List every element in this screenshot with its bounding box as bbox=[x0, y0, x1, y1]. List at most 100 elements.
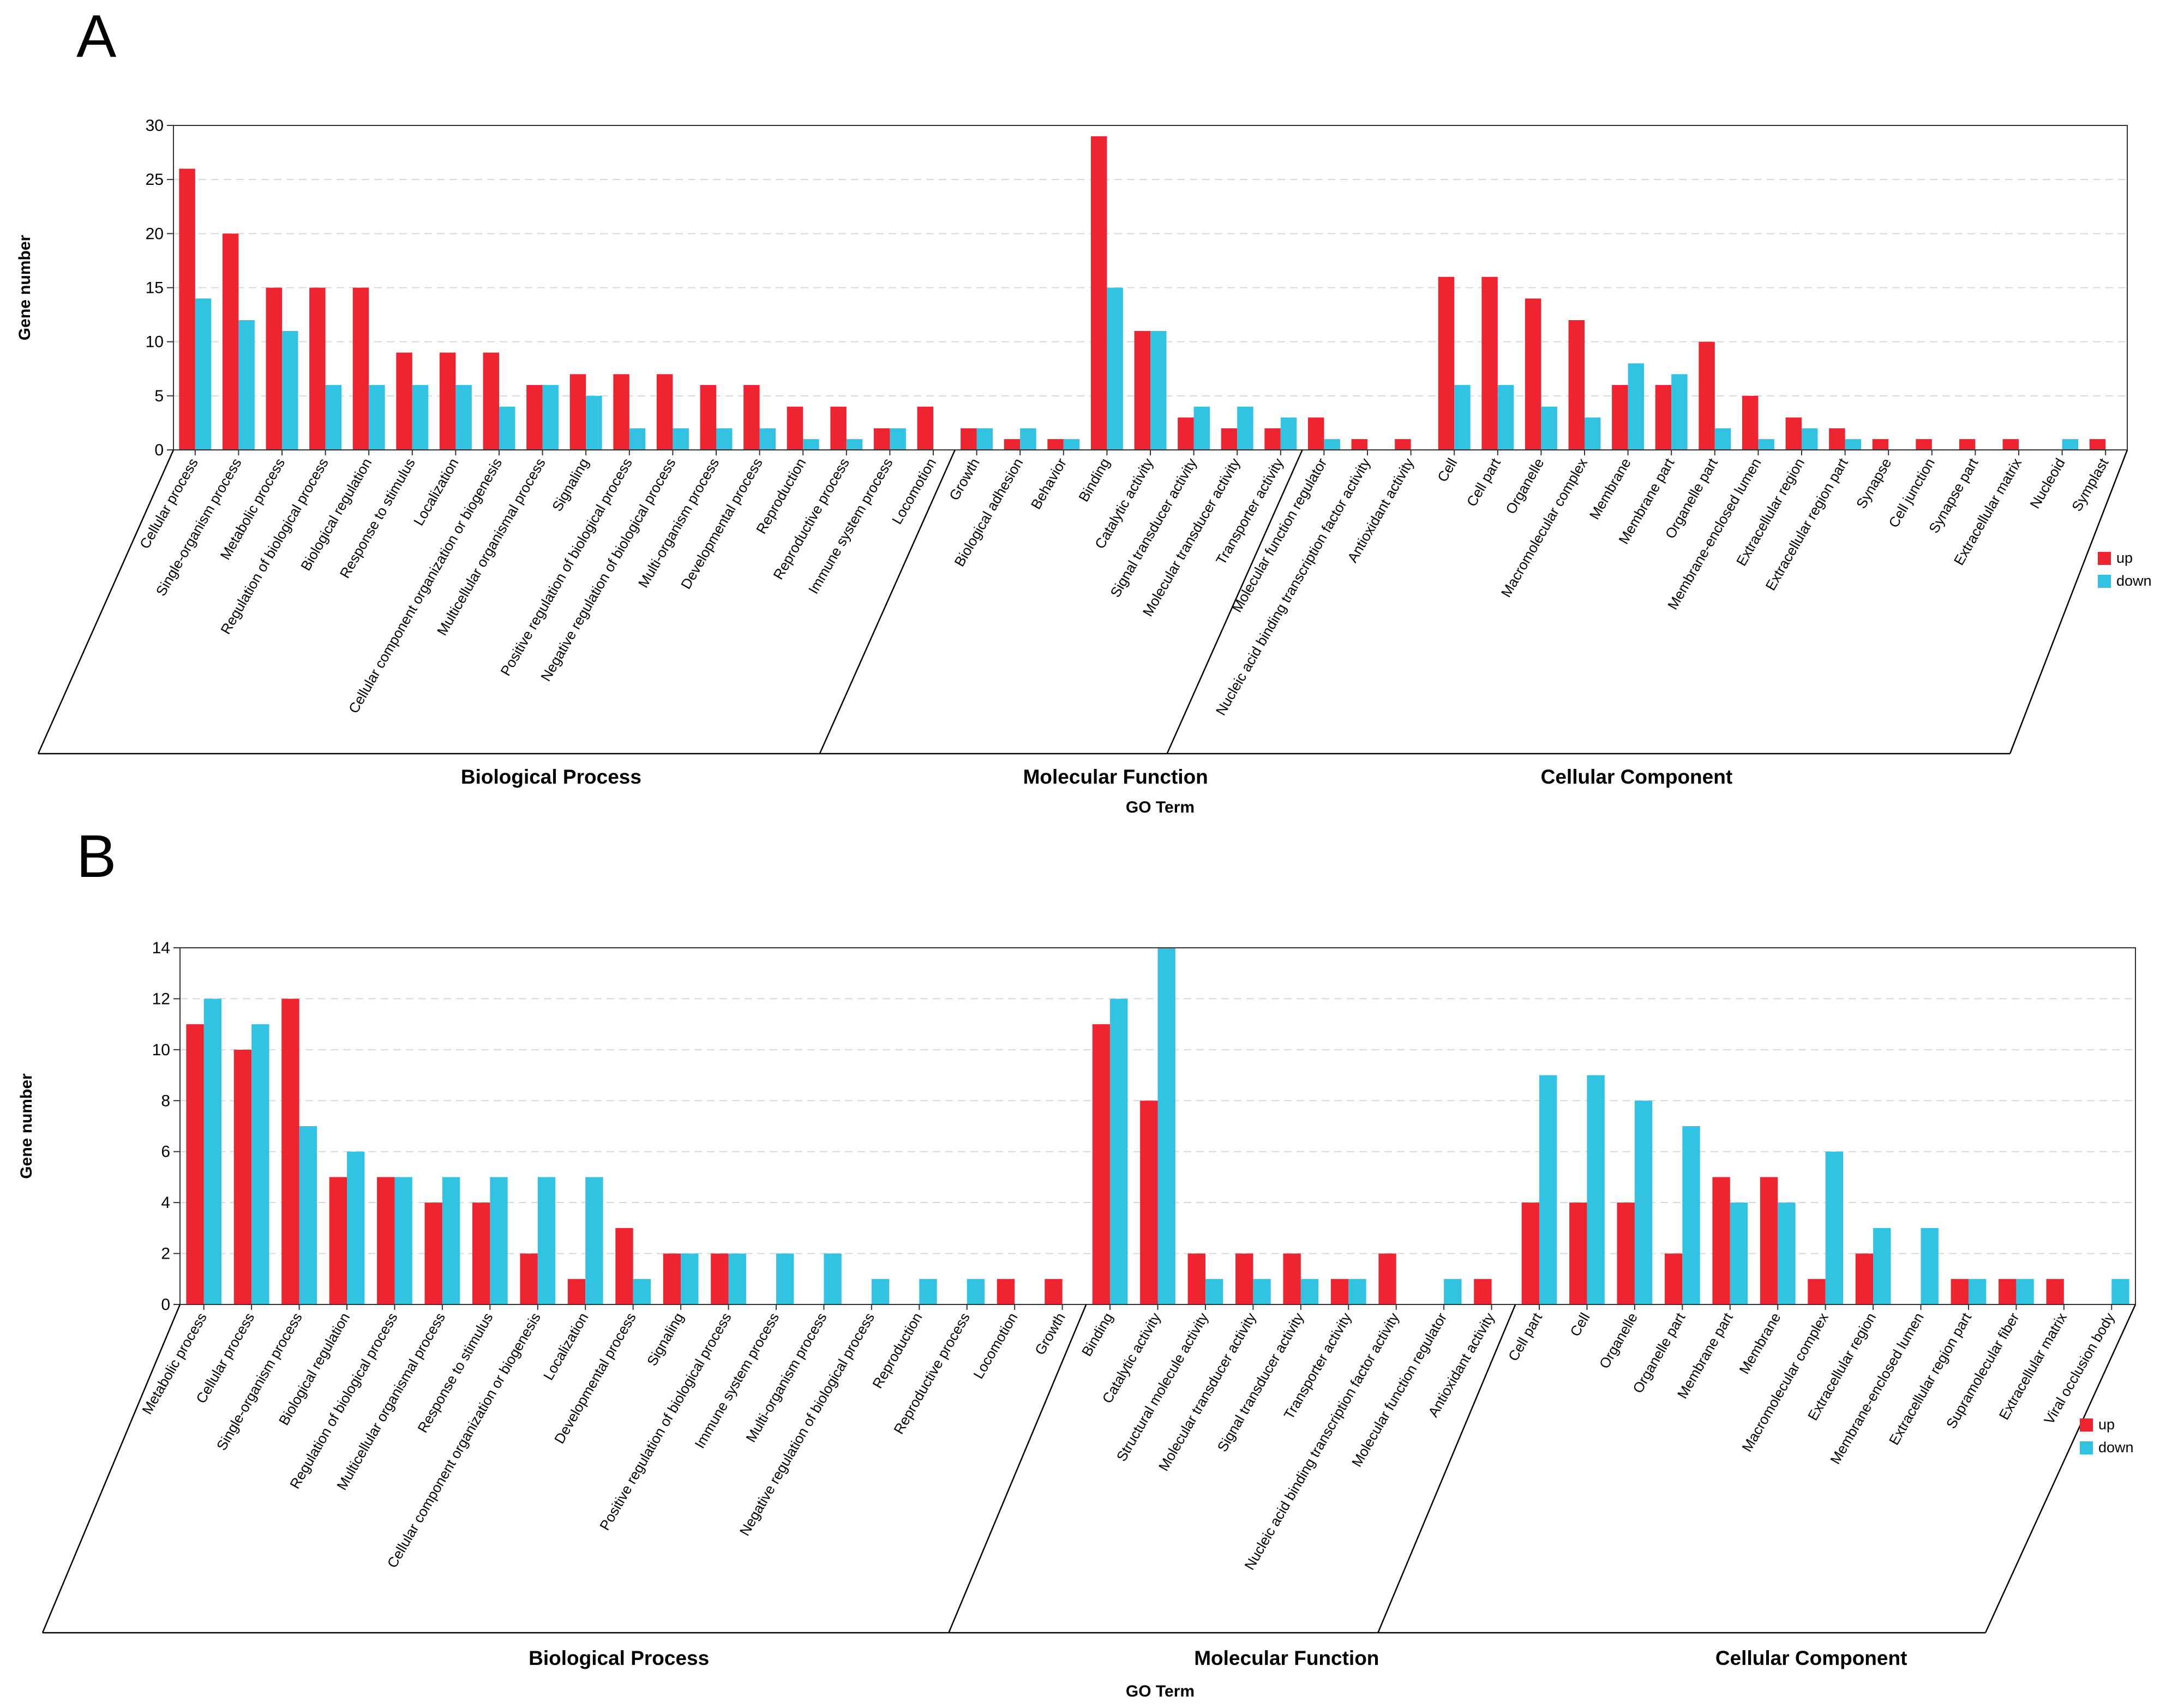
bar-up bbox=[1047, 439, 1064, 450]
bar-up bbox=[439, 352, 456, 450]
bar-down bbox=[1873, 1228, 1891, 1304]
bar-down bbox=[1634, 1100, 1653, 1304]
bar-down bbox=[251, 1024, 269, 1304]
bar-up bbox=[1283, 1253, 1301, 1304]
x-tick-label: Multi-organism process bbox=[742, 1310, 830, 1445]
bar-up bbox=[1760, 1177, 1778, 1304]
bar-down bbox=[2016, 1279, 2034, 1304]
x-tick-label: Localization bbox=[410, 455, 462, 528]
x-tick-label: Localization bbox=[540, 1310, 592, 1383]
x-tick-label: Reproduction bbox=[869, 1310, 925, 1391]
bar-down bbox=[716, 428, 733, 450]
bar-down bbox=[195, 298, 212, 450]
bar-down bbox=[537, 1177, 556, 1304]
bar-up bbox=[1617, 1202, 1635, 1304]
bar-down bbox=[776, 1253, 794, 1304]
bar-down bbox=[369, 385, 385, 450]
group-brackets bbox=[41, 1304, 2137, 1634]
bar-up bbox=[1187, 1253, 1205, 1304]
bar-down bbox=[976, 428, 993, 450]
y-tick-label: 10 bbox=[146, 333, 164, 351]
bar-up bbox=[1855, 1253, 1874, 1304]
bar-up bbox=[1712, 1177, 1730, 1304]
bar-down bbox=[282, 330, 298, 450]
x-axis-label: GO Term bbox=[1126, 1682, 1195, 1700]
bar-up bbox=[656, 374, 673, 450]
bar-up bbox=[613, 374, 629, 450]
y-axis-ticks: 0 5 10 15 20 25 30 bbox=[146, 117, 173, 459]
bar-down bbox=[673, 428, 689, 450]
bar-down bbox=[238, 320, 255, 450]
group-separator bbox=[41, 1304, 181, 1633]
bar-down bbox=[1253, 1279, 1271, 1304]
bar-up bbox=[743, 385, 760, 450]
bar-up bbox=[1742, 395, 1759, 450]
group-labels: Biological Process Molecular Function Cell… bbox=[461, 766, 1732, 788]
x-tick-label: Extracellular region part bbox=[1762, 455, 1852, 593]
bar-down bbox=[1682, 1126, 1700, 1304]
x-tick-label: Immune system process bbox=[805, 455, 896, 597]
bar-down bbox=[1193, 406, 1210, 450]
legend-up-label: up bbox=[2116, 550, 2133, 566]
bar-up bbox=[1140, 1100, 1158, 1304]
bar-up bbox=[1612, 385, 1628, 450]
bar-up bbox=[1264, 428, 1281, 450]
x-tick-label: Membrane bbox=[1586, 455, 1634, 522]
y-tick-label: 25 bbox=[146, 171, 164, 189]
bar-up bbox=[1351, 439, 1367, 450]
bar-down bbox=[681, 1253, 699, 1304]
x-tick-label: Signaling bbox=[549, 455, 592, 514]
y-tick-label: 30 bbox=[146, 117, 164, 135]
bar-up bbox=[1829, 428, 1845, 450]
bar-up bbox=[700, 385, 716, 450]
bar-up bbox=[186, 1024, 204, 1304]
bar-down bbox=[347, 1151, 365, 1304]
bar-down bbox=[633, 1279, 651, 1304]
bar-down bbox=[1968, 1279, 1987, 1304]
group-separator bbox=[948, 1304, 1087, 1633]
x-tick-label: Cell part bbox=[1463, 455, 1504, 509]
bar-down bbox=[1730, 1202, 1748, 1304]
y-tick-label: 4 bbox=[161, 1194, 170, 1212]
bars bbox=[186, 948, 2129, 1304]
bar-down bbox=[1020, 428, 1036, 450]
bar-up bbox=[1045, 1279, 1063, 1304]
bar-up bbox=[222, 233, 239, 450]
bar-up bbox=[1134, 330, 1150, 450]
x-tick-label: Binding bbox=[1075, 455, 1113, 504]
y-tick-label: 2 bbox=[161, 1245, 170, 1263]
bar-down bbox=[1300, 1279, 1319, 1304]
bar-up bbox=[1785, 417, 1802, 450]
bar-up bbox=[1481, 276, 1498, 450]
bar-up bbox=[615, 1228, 633, 1304]
legend-up-swatch bbox=[2080, 1418, 2093, 1432]
bar-down bbox=[1671, 374, 1688, 450]
legend: up down bbox=[2080, 1416, 2134, 1456]
bar-up bbox=[2089, 439, 2106, 450]
bar-up bbox=[329, 1177, 347, 1304]
bar-up bbox=[711, 1253, 729, 1304]
group-separator bbox=[2009, 449, 2128, 754]
bar-down bbox=[1497, 385, 1514, 450]
bar-up bbox=[1568, 320, 1585, 450]
group-separator bbox=[1984, 1304, 2137, 1633]
x-tick-label: Binding bbox=[1078, 1310, 1116, 1359]
y-tick-label: 15 bbox=[146, 279, 164, 297]
x-tick-label: Growth bbox=[946, 455, 983, 503]
bar-up bbox=[1951, 1279, 1969, 1304]
bar-up bbox=[997, 1279, 1015, 1304]
group-brackets bbox=[37, 449, 2128, 755]
x-tick-label: Cell bbox=[1567, 1310, 1593, 1339]
bar-up bbox=[663, 1253, 681, 1304]
bar-down bbox=[1348, 1279, 1366, 1304]
bar-up bbox=[1221, 428, 1238, 450]
bar-up bbox=[2002, 439, 2019, 450]
legend-up-swatch bbox=[2098, 552, 2111, 565]
bar-down bbox=[542, 385, 559, 450]
bar-up bbox=[1525, 298, 1541, 450]
group-labels: Biological Process Molecular Function Cell… bbox=[529, 1647, 1907, 1669]
bar-down bbox=[1063, 439, 1080, 450]
bar-down bbox=[203, 999, 222, 1304]
bar-down bbox=[1758, 439, 1774, 450]
bar-up bbox=[520, 1253, 538, 1304]
